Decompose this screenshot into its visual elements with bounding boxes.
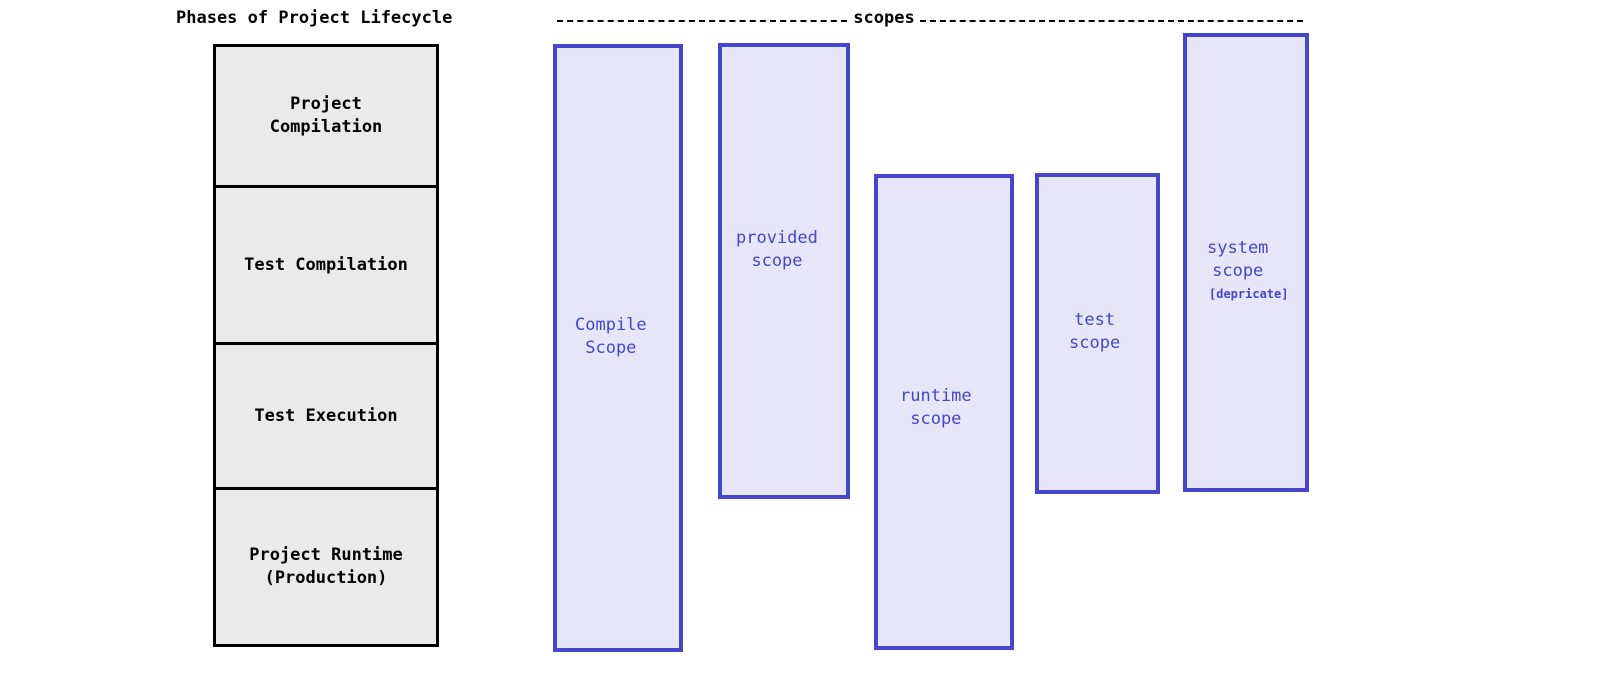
scope-runtime: runtime scope bbox=[874, 174, 1014, 650]
phases-title: Phases of Project Lifecycle bbox=[176, 8, 453, 28]
phase-test-execution: Test Execution bbox=[213, 342, 439, 490]
scope-label: Compile Scope bbox=[575, 315, 647, 358]
phases-stack: Project Compilation Test Compilation Tes… bbox=[213, 44, 443, 659]
scope-label: system scope bbox=[1207, 238, 1269, 281]
scope-deprecated-note: [depricate] bbox=[1209, 287, 1289, 301]
phase-label: Project Runtime (Production) bbox=[249, 545, 403, 588]
scope-system: system scope [depricate] bbox=[1183, 33, 1309, 492]
scopes-header-dash-left bbox=[557, 20, 847, 22]
phase-project-compilation: Project Compilation bbox=[213, 44, 439, 188]
phase-test-compilation: Test Compilation bbox=[213, 185, 439, 345]
scope-compile: Compile Scope bbox=[553, 44, 683, 652]
phase-label: Project Compilation bbox=[269, 94, 383, 137]
phase-project-runtime: Project Runtime (Production) bbox=[213, 487, 439, 647]
scopes-header-dash-right bbox=[920, 20, 1303, 22]
scope-provided: provided scope bbox=[718, 43, 850, 499]
scopes-header-label: scopes bbox=[853, 8, 915, 28]
scope-label: runtime scope bbox=[900, 386, 972, 429]
scope-label: provided scope bbox=[736, 228, 818, 271]
scope-label: test scope bbox=[1069, 310, 1121, 353]
scopes-header: scopes bbox=[557, 8, 1303, 32]
phase-label: Test Execution bbox=[254, 405, 398, 426]
phase-label: Test Compilation bbox=[244, 254, 408, 275]
scope-test: test scope bbox=[1035, 173, 1160, 494]
